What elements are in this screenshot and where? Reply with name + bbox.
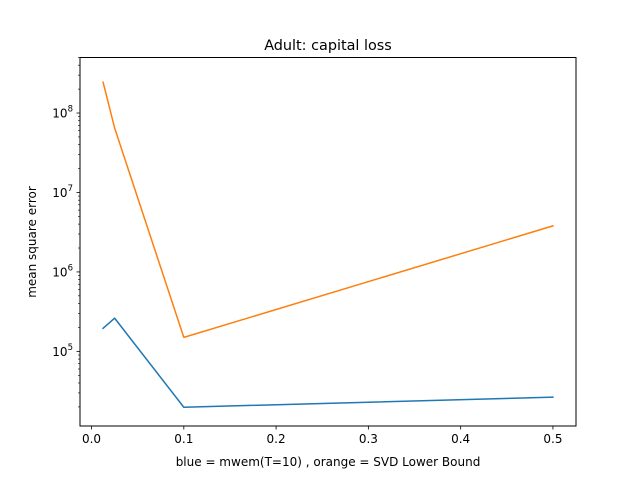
y-tick-label: 105 xyxy=(52,343,73,359)
series-layer xyxy=(102,81,554,408)
chart-title: Adult: capital loss xyxy=(264,38,392,54)
x-tick-label: 0.3 xyxy=(359,432,378,446)
tick-layer: 0.0 0.1 0.2 0.3 0.4 0.5 105 106 107 108 xyxy=(52,57,562,446)
y-tick-label: 107 xyxy=(52,184,73,200)
x-tick-label: 0.1 xyxy=(174,432,193,446)
series-line-2 xyxy=(102,81,554,339)
y-axis-label: mean square error xyxy=(25,186,39,298)
x-tick-label: 0.2 xyxy=(267,432,286,446)
y-tick-label: 108 xyxy=(52,105,73,121)
y-tick-label: 106 xyxy=(52,263,73,279)
x-axis-label: blue = mwem(T=10) , orange = SVD Lower B… xyxy=(176,455,481,469)
x-tick-label: 0.5 xyxy=(543,432,562,446)
plot-frame xyxy=(79,57,577,427)
x-tick-label: 0.0 xyxy=(82,432,101,446)
series-line-1 xyxy=(102,317,554,408)
x-tick-label: 0.4 xyxy=(451,432,470,446)
